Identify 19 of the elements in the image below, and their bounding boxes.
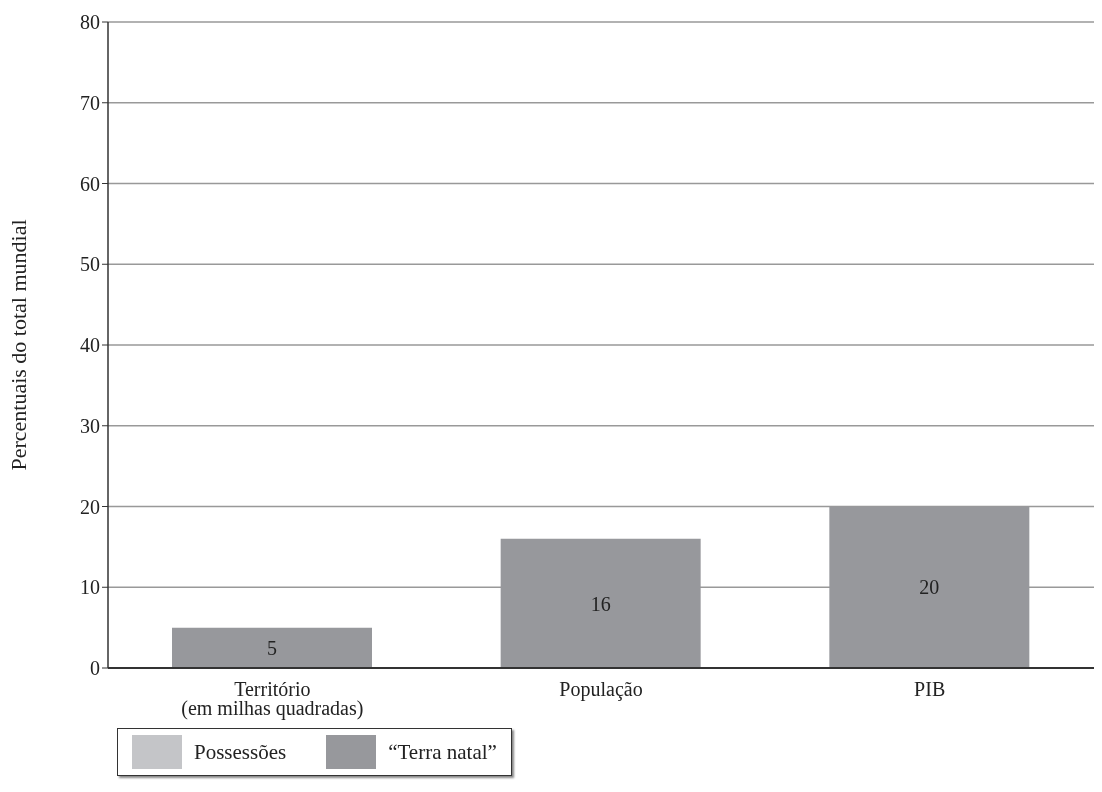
data-label: 20	[919, 576, 940, 599]
y-tick-label: 50	[80, 253, 100, 276]
legend-label: Possessões	[194, 739, 287, 765]
y-tick-label: 70	[80, 91, 100, 114]
y-tick-label: 80	[80, 11, 100, 34]
y-tick-label: 60	[80, 172, 100, 195]
x-tick-label: População	[559, 678, 643, 701]
data-label: 16	[590, 592, 611, 615]
x-tick-label: Território (em milhas quadradas)	[181, 678, 364, 720]
y-tick-label: 40	[80, 334, 100, 357]
y-axis-title: Percentuais do total mundial	[5, 219, 31, 471]
legend-label: “Terra natal”	[388, 739, 497, 765]
y-tick-label: 0	[90, 657, 100, 680]
y-tick-label: 10	[80, 576, 100, 599]
bar	[172, 627, 372, 668]
y-tick-label: 20	[80, 495, 100, 518]
y-tick-label: 30	[80, 414, 100, 437]
data-label: 5	[267, 636, 277, 659]
x-tick-label: PIB	[914, 678, 946, 700]
